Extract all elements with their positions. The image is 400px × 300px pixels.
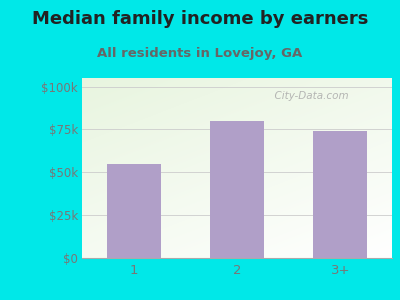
- Bar: [210, 121, 264, 258]
- Text: All residents in Lovejoy, GA: All residents in Lovejoy, GA: [97, 46, 303, 59]
- Text: City-Data.com: City-Data.com: [268, 91, 349, 100]
- Bar: [107, 164, 160, 258]
- Text: Median family income by earners: Median family income by earners: [32, 11, 368, 28]
- Bar: [314, 131, 367, 258]
